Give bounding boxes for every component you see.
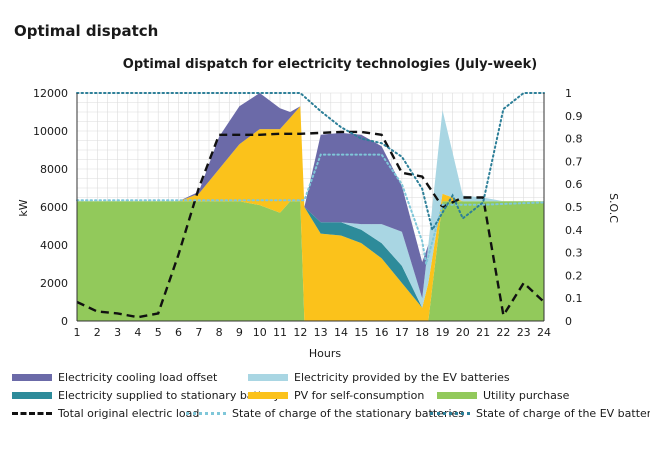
- x-tick-label: 1: [74, 326, 81, 339]
- dispatch-chart: Optimal dispatch for electricity technol…: [17, 57, 620, 360]
- x-tick-label: 12: [293, 326, 307, 339]
- chart-legend: Electricity cooling load offset Electrici…: [12, 368, 650, 422]
- x-tick-label: 21: [476, 326, 490, 339]
- x-tick-label: 19: [435, 326, 449, 339]
- y-tick-label: 2000: [40, 277, 68, 290]
- x-tick-label: 24: [537, 326, 551, 339]
- y2-tick-label: 0: [565, 315, 572, 328]
- x-tick-label: 4: [134, 326, 141, 339]
- legend-line-swatch: [430, 411, 470, 415]
- page-heading: Optimal dispatch: [14, 22, 159, 40]
- y-tick-label: 8000: [40, 163, 68, 176]
- legend-row: Electricity supplied to stationary batte…: [12, 386, 642, 404]
- area-electricity-cooling-load-offset: [77, 93, 544, 299]
- line-state-of-charge-of-the-stationary-batteries: [76, 153, 545, 265]
- legend-label: Total original electric load: [58, 406, 200, 420]
- legend-label: PV for self-consumption: [294, 388, 425, 402]
- y-axis-label: kW: [17, 199, 30, 216]
- x-tick-label: 18: [415, 326, 429, 339]
- legend-line-swatch: [12, 411, 52, 415]
- x-tick-label: 15: [354, 326, 368, 339]
- legend-item: PV for self-consumption: [248, 386, 424, 404]
- legend-row: Electricity cooling load offset Electrici…: [12, 368, 642, 386]
- x-tick-label: 7: [195, 326, 202, 339]
- y-tick-label: 10000: [33, 125, 68, 138]
- legend-item: Electricity supplied to stationary batte…: [12, 386, 280, 404]
- x-tick-label: 9: [236, 326, 243, 339]
- axis-layer: 1 2 3 4 5 6 7 8 9 10 11 12 13 14 15 16 17 18 19 20 21 22 23 240…: [33, 87, 583, 339]
- area-utility-purchase: [77, 201, 544, 321]
- x-tick-label: 10: [253, 326, 267, 339]
- y2-tick-label: 0.8: [565, 133, 583, 146]
- chart-title: Optimal dispatch for electricity technol…: [123, 57, 537, 72]
- x-tick-label: 3: [114, 326, 121, 339]
- y2-tick-label: 0.7: [565, 155, 583, 168]
- legend-row: Total original electric load State of cha…: [12, 404, 650, 422]
- y2-axis-label: S.O.C: [607, 193, 620, 223]
- legend-swatch: [248, 373, 288, 381]
- x-tick-label: 16: [375, 326, 389, 339]
- legend-swatch: [12, 373, 52, 381]
- x-tick-label: 6: [175, 326, 182, 339]
- area-pv-for-self-consumption: [77, 106, 544, 321]
- x-tick-label: 2: [94, 326, 101, 339]
- legend-item: Utility purchase: [437, 386, 569, 404]
- x-tick-label: 20: [456, 326, 470, 339]
- y2-tick-label: 0.1: [565, 292, 583, 305]
- y-tick-label: 4000: [40, 239, 68, 252]
- y-tick-label: 6000: [40, 201, 68, 214]
- legend-item: Total original electric load: [12, 404, 199, 422]
- x-tick-label: 11: [273, 326, 287, 339]
- y2-tick-label: 0.3: [565, 247, 583, 260]
- legend-label: Utility purchase: [483, 388, 570, 402]
- x-tick-label: 13: [314, 326, 328, 339]
- legend-swatch: [248, 391, 288, 399]
- legend-label: Electricity provided by the EV batteries: [294, 370, 510, 384]
- y2-tick-label: 1: [565, 87, 572, 100]
- x-tick-label: 5: [155, 326, 162, 339]
- x-tick-label: 23: [517, 326, 531, 339]
- line-total-original-electric-load: [76, 130, 545, 319]
- y2-tick-label: 0.6: [565, 178, 583, 191]
- y2-tick-label: 0.2: [565, 269, 583, 282]
- legend-item: State of charge of the stationary batter…: [186, 404, 464, 422]
- x-axis-label: Hours: [309, 347, 341, 360]
- y2-tick-label: 0.4: [565, 224, 583, 237]
- legend-label: State of charge of the stationary batter…: [232, 406, 465, 420]
- y2-tick-label: 0.5: [565, 201, 583, 214]
- legend-label: Electricity cooling load offset: [58, 370, 218, 384]
- x-tick-label: 8: [216, 326, 223, 339]
- legend-label: State of charge of the EV batteries: [476, 406, 650, 420]
- legend-item: State of charge of the EV batteries: [430, 404, 650, 422]
- legend-swatch: [437, 391, 477, 399]
- legend-swatch: [12, 391, 52, 399]
- legend-item: Electricity provided by the EV batteries: [248, 368, 510, 386]
- x-tick-label: 14: [334, 326, 348, 339]
- y-tick-label: 12000: [33, 87, 68, 100]
- y-tick-label: 0: [61, 315, 68, 328]
- line-state-of-charge-of-the-ev-batteries: [76, 92, 545, 233]
- x-tick-label: 17: [395, 326, 409, 339]
- legend-label: Electricity supplied to stationary batte…: [58, 388, 280, 402]
- legend-line-swatch: [186, 411, 226, 415]
- line-layer: [76, 92, 545, 319]
- y2-tick-label: 0.9: [565, 110, 583, 123]
- legend-item: Electricity cooling load offset: [12, 368, 217, 386]
- x-tick-label: 22: [496, 326, 510, 339]
